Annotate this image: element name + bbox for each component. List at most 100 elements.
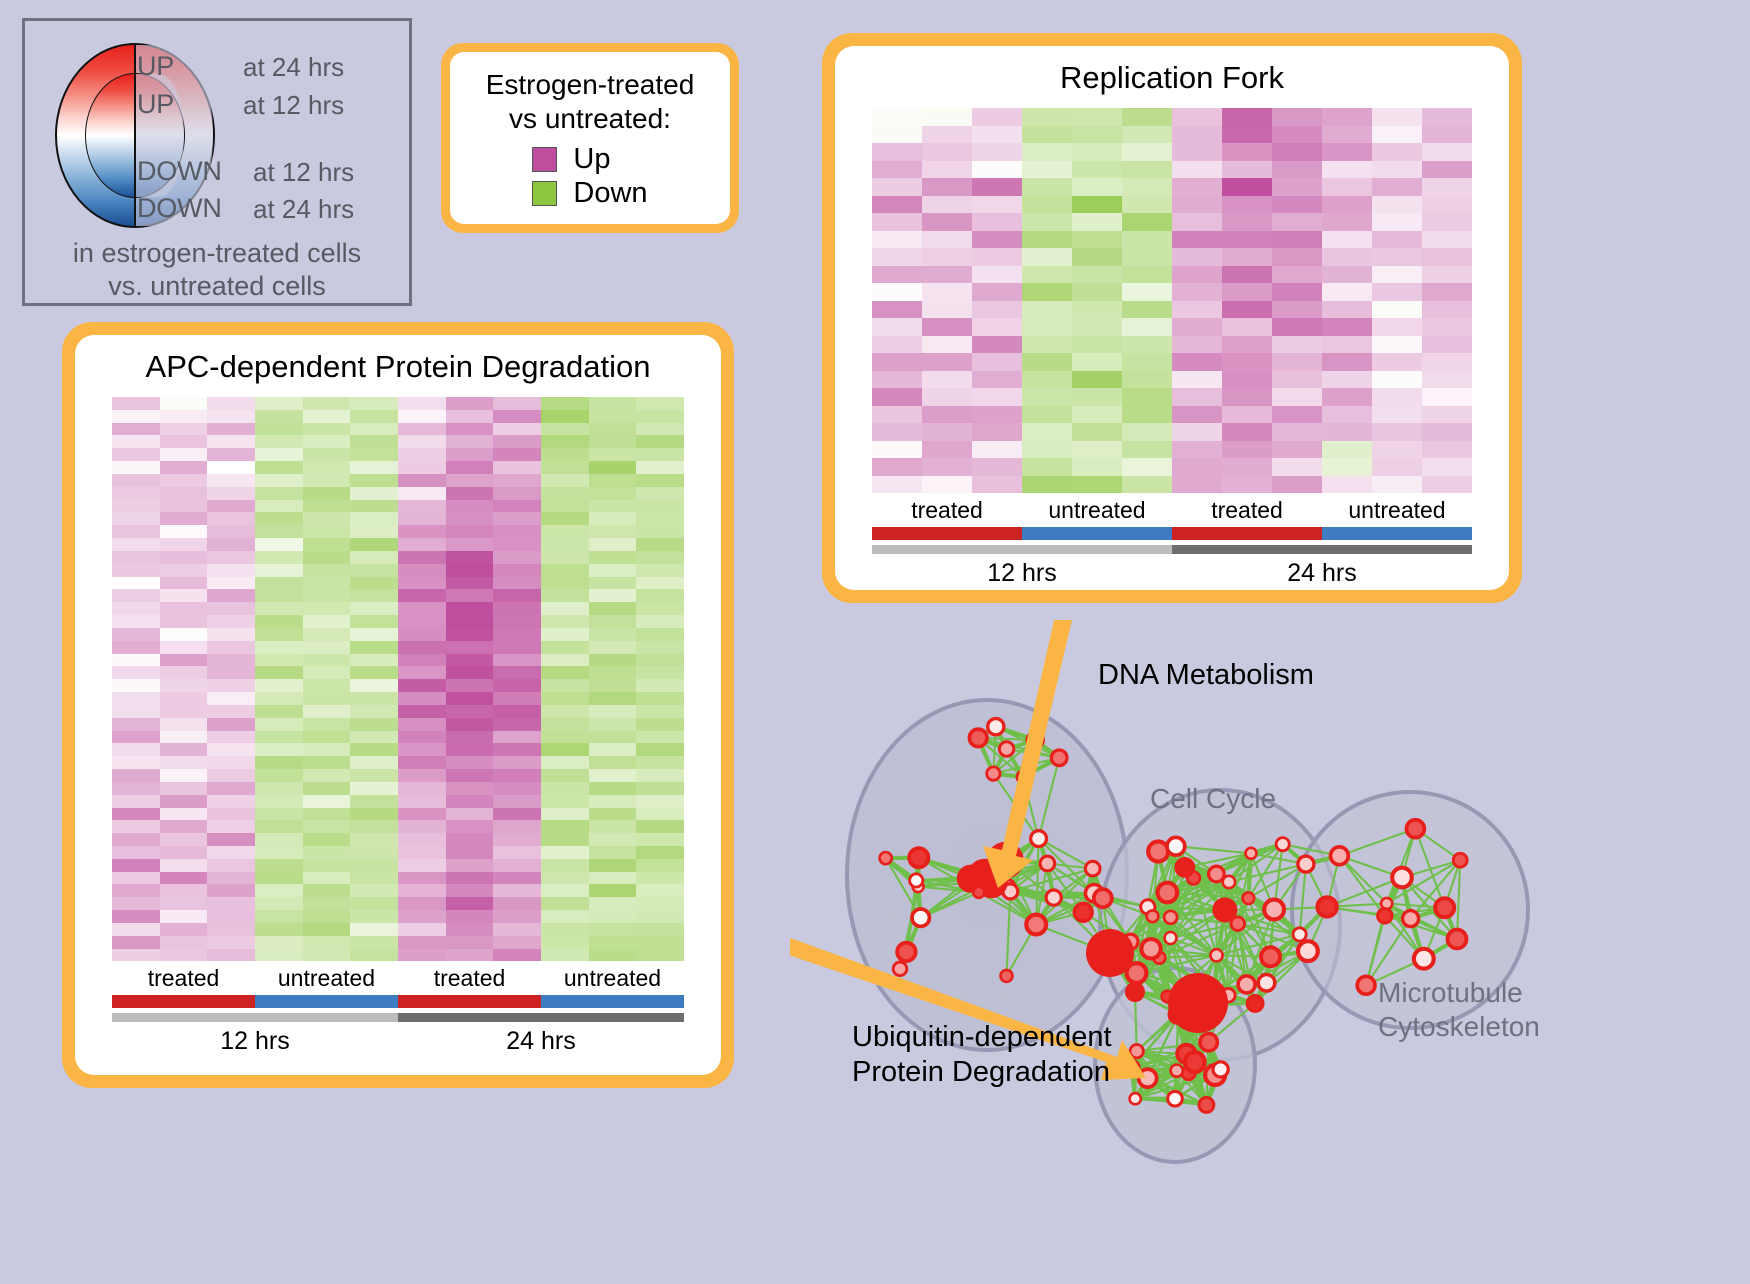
heatmap-cell	[350, 795, 398, 808]
condition-colorbar-segment	[1022, 527, 1172, 540]
heatmap-cell	[446, 423, 494, 436]
heatmap-cell	[1372, 178, 1422, 196]
heatmap-cell	[207, 705, 255, 718]
heatmap-cell	[398, 910, 446, 923]
panel-title-apc-degradation: APC-dependent Protein Degradation	[146, 349, 651, 385]
network-node	[1046, 890, 1061, 905]
heatmap-cell	[872, 248, 922, 266]
heatmap-cell	[398, 589, 446, 602]
heatmap-cell	[636, 859, 684, 872]
heatmap-cell	[112, 487, 160, 500]
network-node	[1243, 892, 1255, 904]
updown-legend-item-up: Up	[532, 143, 647, 176]
heatmap-cell	[589, 551, 637, 564]
heatmap-cell	[1022, 248, 1072, 266]
heatmap-cell	[589, 628, 637, 641]
heatmap-cell	[207, 884, 255, 897]
heatmap-cell	[541, 679, 589, 692]
heatmap-cell	[1272, 476, 1322, 494]
heatmap-cell	[1422, 231, 1472, 249]
heatmap-cell	[350, 397, 398, 410]
colorwheel-label-down-12: DOWN	[137, 156, 222, 187]
heatmap-cell	[207, 743, 255, 756]
heatmap-cell	[1272, 283, 1322, 301]
heatmap-cell	[1222, 318, 1272, 336]
heatmap-cell	[350, 923, 398, 936]
heatmap-cell	[589, 743, 637, 756]
network-node	[1210, 949, 1222, 961]
heatmap-cell	[350, 538, 398, 551]
heatmap-cell	[160, 949, 208, 962]
heatmap-cell	[1222, 406, 1272, 424]
heatmap-cell	[160, 448, 208, 461]
heatmap-cell	[1322, 476, 1372, 494]
heatmap-cell	[350, 897, 398, 910]
heatmap-cell	[1172, 371, 1222, 389]
heatmap-cell	[1022, 353, 1072, 371]
heatmap-cell	[398, 654, 446, 667]
heatmap-cell	[160, 500, 208, 513]
heatmap-cell	[160, 487, 208, 500]
heatmap-cell	[1272, 388, 1322, 406]
heatmap-cell	[112, 884, 160, 897]
heatmap-cell	[398, 782, 446, 795]
heatmap-cell	[589, 654, 637, 667]
heatmap-cell	[398, 936, 446, 949]
heatmap-cell	[1022, 301, 1072, 319]
heatmap-cell	[350, 628, 398, 641]
heatmap-cell	[446, 949, 494, 962]
heatmap-cell	[303, 423, 351, 436]
heatmap-cell	[112, 859, 160, 872]
heatmap-cell	[207, 679, 255, 692]
heatmap-cell	[972, 423, 1022, 441]
heatmap-cell	[1272, 248, 1322, 266]
heatmap-cell	[160, 666, 208, 679]
heatmap-cell	[493, 808, 541, 821]
colorwheel-time-up-12: at 12 hrs	[243, 90, 344, 121]
heatmap-cell	[1072, 476, 1122, 494]
heatmap-cell	[207, 859, 255, 872]
heatmap-cell	[350, 525, 398, 538]
heatmap-cell	[1422, 458, 1472, 476]
colorwheel-footer-line1: in estrogen-treated cells	[25, 237, 409, 270]
heatmap-cell	[160, 474, 208, 487]
heatmap-cell	[541, 756, 589, 769]
cluster-label-microtubule: Microtubule Cytoskeleton	[1378, 976, 1540, 1043]
heatmap-cell	[1122, 476, 1172, 494]
heatmap-cell	[1222, 231, 1272, 249]
heatmap-cell	[1022, 423, 1072, 441]
heatmap-cell	[350, 654, 398, 667]
time-colorbar-segment	[398, 1013, 684, 1022]
cluster-label-cell-cycle: Cell Cycle	[1150, 782, 1276, 816]
heatmap-cell	[207, 410, 255, 423]
heatmap-cell	[493, 448, 541, 461]
heatmap-cell	[303, 654, 351, 667]
heatmap-cell	[207, 487, 255, 500]
heatmap-cell	[207, 910, 255, 923]
heatmap-cell	[1422, 283, 1472, 301]
updown-swatch-up	[532, 147, 557, 172]
heatmap-cell	[872, 476, 922, 494]
heatmap-cell	[303, 949, 351, 962]
updown-title-line1: Estrogen-treated	[486, 68, 695, 102]
heatmap-cell	[1372, 371, 1422, 389]
heatmap-cell	[1222, 336, 1272, 354]
heatmap-cell	[303, 769, 351, 782]
heatmap-cell	[255, 705, 303, 718]
network-node	[1158, 883, 1178, 903]
heatmap-cell	[303, 577, 351, 590]
heatmap-cell	[1172, 283, 1222, 301]
heatmap-cell	[1322, 318, 1372, 336]
time-colorbar-replication-fork	[872, 545, 1472, 554]
heatmap-cell	[207, 782, 255, 795]
heatmap-cell	[255, 782, 303, 795]
network-node	[1298, 856, 1314, 872]
heatmap-cell	[922, 213, 972, 231]
heatmap-cell	[541, 782, 589, 795]
heatmap-cell	[207, 872, 255, 885]
heatmap-cell	[589, 512, 637, 525]
heatmap-cell	[255, 423, 303, 436]
